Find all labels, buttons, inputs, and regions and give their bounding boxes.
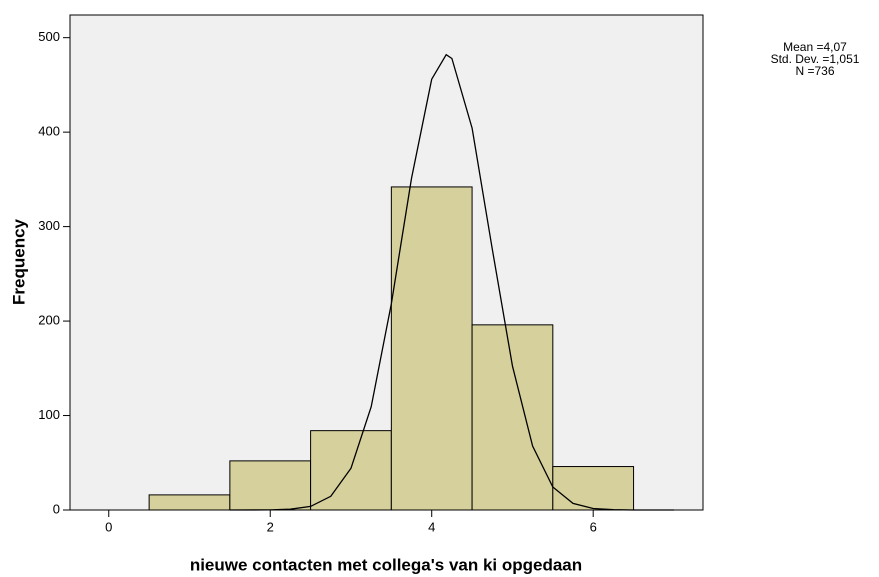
x-tick-label: 6 bbox=[590, 519, 597, 534]
y-tick-label: 200 bbox=[38, 313, 60, 328]
plot-frame bbox=[69, 14, 704, 511]
bar bbox=[471, 324, 554, 511]
x-tick-label: 0 bbox=[105, 519, 112, 534]
bar bbox=[310, 430, 392, 511]
x-axis-label: nieuwe contacten met collega's van ki op… bbox=[190, 555, 582, 574]
bar bbox=[148, 494, 231, 511]
y-tick-label: 0 bbox=[53, 501, 60, 516]
y-tick-label: 400 bbox=[38, 124, 60, 139]
bar bbox=[229, 460, 312, 511]
stat-annotation: Mean =4,07 bbox=[783, 40, 847, 54]
normal-curve bbox=[229, 53, 674, 511]
plot-area bbox=[70, 15, 703, 510]
x-tick-label: 4 bbox=[428, 519, 435, 534]
stat-annotation: Std. Dev. =1,051 bbox=[771, 52, 860, 66]
x-tick-label: 2 bbox=[267, 519, 274, 534]
y-tick-label: 500 bbox=[38, 29, 60, 44]
bar bbox=[390, 186, 473, 511]
y-axis-label: Frequency bbox=[9, 218, 28, 305]
bar bbox=[552, 466, 635, 511]
y-tick-label: 100 bbox=[38, 407, 60, 422]
y-tick-label: 300 bbox=[38, 218, 60, 233]
stat-annotation: N =736 bbox=[795, 64, 834, 78]
